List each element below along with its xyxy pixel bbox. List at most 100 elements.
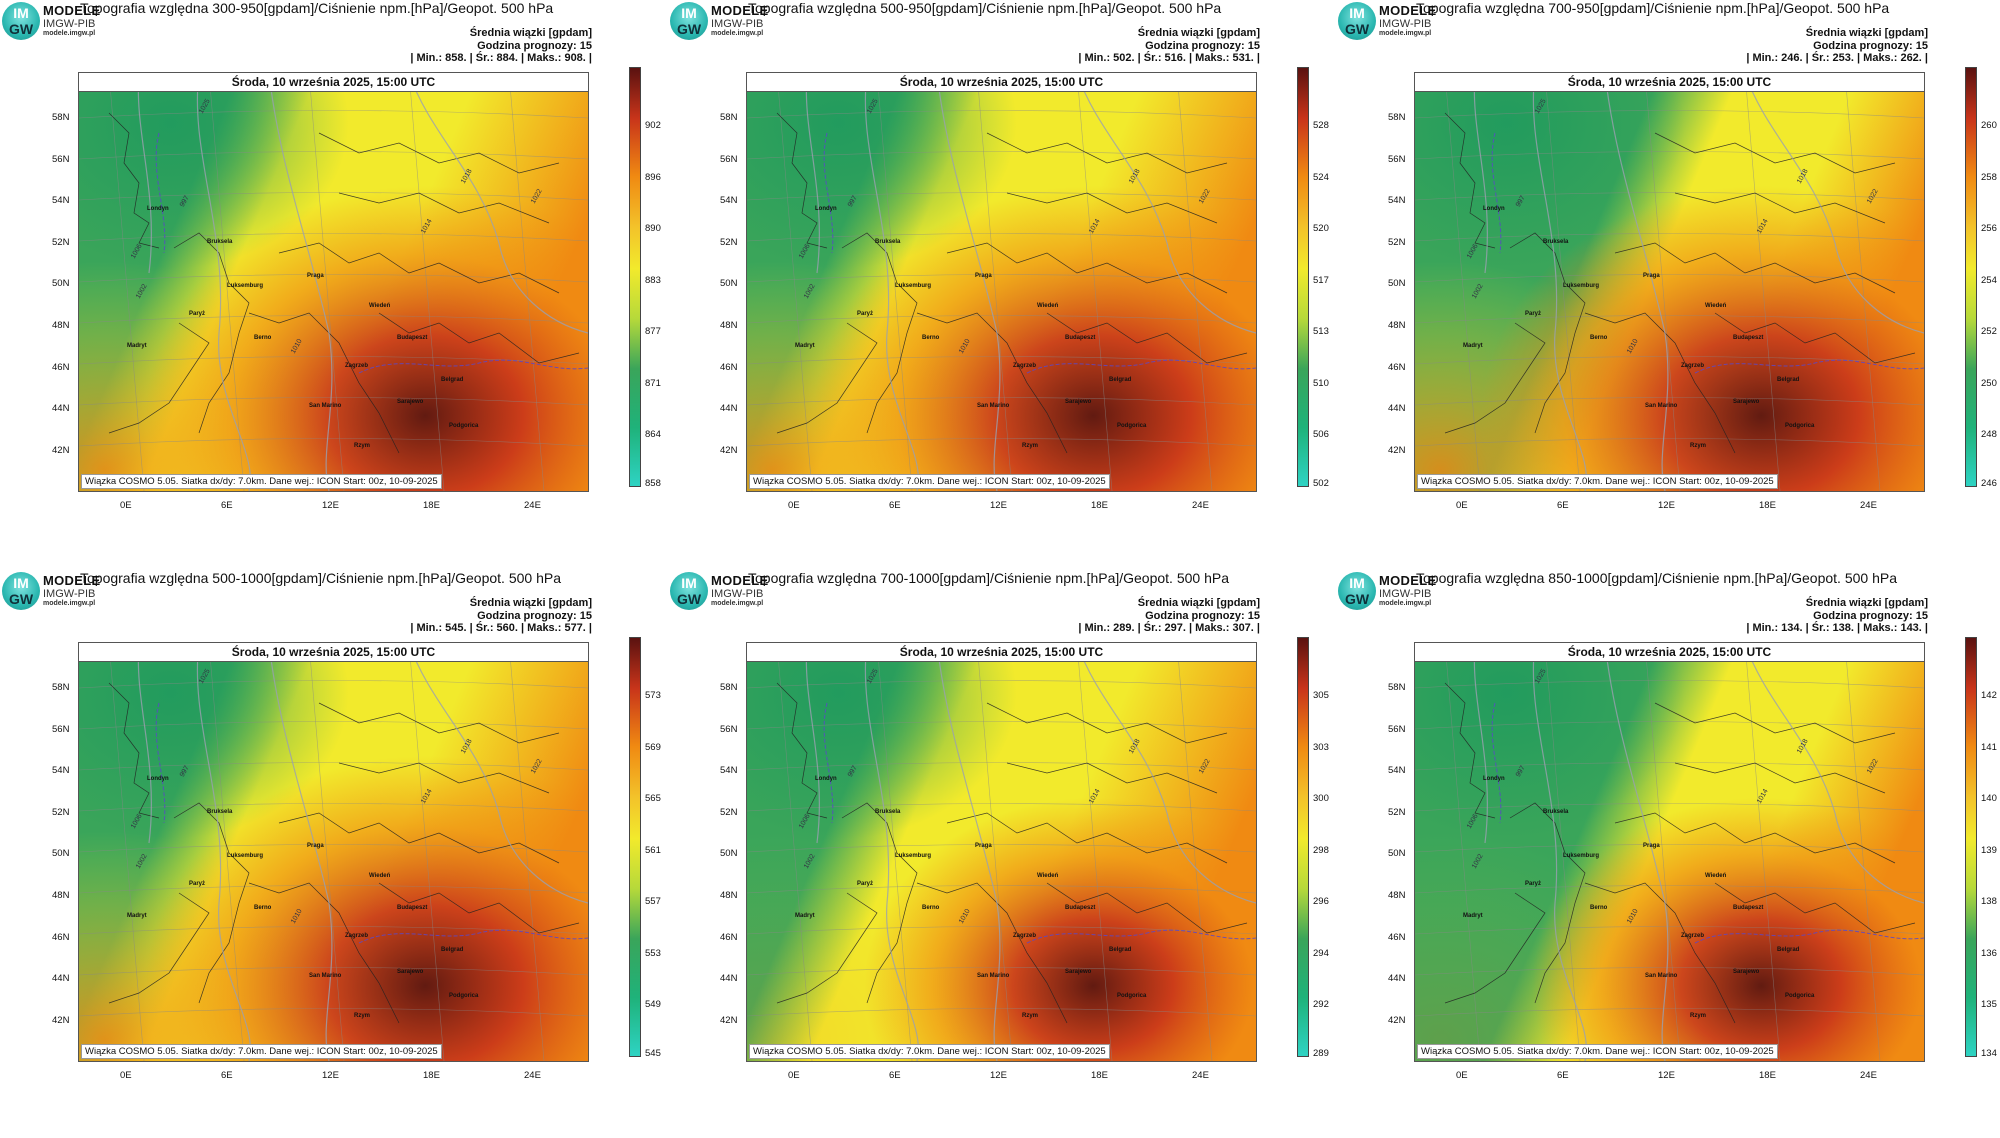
place-label: Berno xyxy=(922,335,940,341)
stats-line: | Min.: 545. | Śr.: 560. | Maks.: 577. | xyxy=(410,622,592,634)
colorbar-tick: 510 xyxy=(1313,377,1329,389)
logo-circle-bottom: GW xyxy=(1344,591,1370,607)
place-label: Londyn xyxy=(1483,776,1505,782)
imgw-logo: IM GW MODELE IMGW-PIB modele.imgw.pl xyxy=(670,2,780,42)
colorbar-tick: 549 xyxy=(645,999,661,1010)
place-label: Wiedeń xyxy=(1705,873,1727,879)
lon-label: 24E xyxy=(1192,500,1209,511)
stats-line: | Min.: 289. | Śr.: 297. | Maks.: 307. | xyxy=(1078,622,1260,634)
place-label: Wiedeń xyxy=(1037,303,1059,309)
lon-label: 18E xyxy=(423,1070,440,1081)
lat-label: 56N xyxy=(52,153,70,165)
logo-line3: modele.imgw.pl xyxy=(1379,600,1432,607)
place-label: Madryt xyxy=(127,913,147,919)
place-label: San Marino xyxy=(309,973,342,979)
lon-label: 18E xyxy=(423,500,440,511)
lat-label: 52N xyxy=(1388,806,1406,818)
panel-title: Topografia względna 500-950[gpdam]/Ciśni… xyxy=(748,0,1222,16)
logo-circle-bottom: GW xyxy=(676,591,702,607)
lat-label: 48N xyxy=(1388,320,1406,331)
colorbar-tick: 298 xyxy=(1313,844,1329,856)
footer-note: Wiązka COSMO 5.05. Siatka dx/dy: 7.0km. … xyxy=(1417,1044,1778,1059)
lat-label: 58N xyxy=(1388,682,1406,693)
colorbar-tick: 294 xyxy=(1313,947,1329,959)
lat-label: 54N xyxy=(52,765,70,777)
lat-label: 44N xyxy=(1388,973,1406,985)
place-label: Wiedeń xyxy=(1037,873,1059,879)
map-area: Środa, 10 września 2025, 15:00 UTC Wiązka… xyxy=(746,642,1257,1062)
place-label: San Marino xyxy=(977,973,1010,979)
map-area: Środa, 10 września 2025, 15:00 UTC Wiązka… xyxy=(1414,642,1925,1062)
panel-info: Średnia wiązki [gpdam] Godzina prognozy: … xyxy=(1078,597,1260,635)
lat-label: 48N xyxy=(720,320,738,331)
place-label: Budapeszt xyxy=(1065,335,1096,341)
lat-label: 54N xyxy=(720,765,738,777)
place-label: Rzym xyxy=(354,443,371,449)
place-label: Paryż xyxy=(857,311,874,317)
lat-label: 44N xyxy=(720,403,738,415)
colorbar-tick: 502 xyxy=(1313,478,1329,489)
map-area: Środa, 10 września 2025, 15:00 UTC Wiązka… xyxy=(78,72,589,492)
lon-label: 0E xyxy=(788,500,800,511)
lat-label: 42N xyxy=(1388,444,1406,456)
forecast-hour: Godzina prognozy: 15 xyxy=(477,39,592,52)
lat-label: 48N xyxy=(52,320,70,331)
place-label: Berno xyxy=(254,905,272,911)
lat-label: 48N xyxy=(1388,890,1406,901)
place-label: Belgrad xyxy=(1777,947,1800,953)
lat-label: 56N xyxy=(720,723,738,735)
place-label: Sarajewo xyxy=(397,399,424,405)
colorbar-tick: 140 xyxy=(1981,793,1997,804)
place-label: Praga xyxy=(975,843,992,849)
colorbar-tick: 254 xyxy=(1981,274,1997,286)
place-label: Berno xyxy=(922,905,940,911)
logo-line2: IMGW-PIB xyxy=(711,18,764,30)
colorbar-tick: 139 xyxy=(1981,844,1997,856)
place-label: Luksemburg xyxy=(227,853,264,859)
logo-circle-top: IM xyxy=(681,5,697,21)
lat-label: 58N xyxy=(52,682,70,693)
colorbar xyxy=(1297,637,1309,1057)
colorbar-tick: 902 xyxy=(645,120,661,131)
lat-label: 56N xyxy=(1388,723,1406,735)
place-label: Podgorica xyxy=(1785,993,1815,999)
logo-emblem: IM GW xyxy=(2,572,40,610)
colorbar-tick: 506 xyxy=(1313,429,1329,440)
lat-label: 58N xyxy=(1388,112,1406,123)
place-label: Zagrzeb xyxy=(1681,363,1705,369)
stats-line: | Min.: 134. | Śr.: 138. | Maks.: 143. | xyxy=(1746,622,1928,634)
forecast-hour: Godzina prognozy: 15 xyxy=(1145,609,1260,622)
lat-label: 58N xyxy=(720,682,738,693)
logo-emblem: IM GW xyxy=(670,2,708,40)
map-panel: IM GW MODELE IMGW-PIB modele.imgw.pl Topograf… xyxy=(0,570,661,1138)
place-label: Belgrad xyxy=(1777,377,1800,383)
place-label: Zagrzeb xyxy=(1681,933,1705,939)
logo-line2: IMGW-PIB xyxy=(1379,18,1432,30)
date-banner: Środa, 10 września 2025, 15:00 UTC xyxy=(747,73,1256,92)
colorbar-tick: 517 xyxy=(1313,274,1329,286)
logo-circle-top: IM xyxy=(13,5,29,21)
lat-label: 54N xyxy=(52,195,70,207)
place-label: Praga xyxy=(975,273,992,279)
logo-circle-bottom: GW xyxy=(8,21,34,37)
map-field xyxy=(747,73,1256,491)
place-label: Wiedeń xyxy=(369,303,391,309)
place-label: Luksemburg xyxy=(1563,283,1600,289)
place-label: Zagrzeb xyxy=(1013,933,1037,939)
lat-label: 46N xyxy=(52,931,70,943)
lat-label: 56N xyxy=(52,723,70,735)
lon-label: 6E xyxy=(1557,500,1569,511)
lon-label: 6E xyxy=(1557,1070,1569,1081)
logo-line3: modele.imgw.pl xyxy=(711,30,764,37)
footer-note: Wiązka COSMO 5.05. Siatka dx/dy: 7.0km. … xyxy=(81,474,442,489)
place-label: San Marino xyxy=(309,403,342,409)
colorbar-tick: 864 xyxy=(645,429,661,440)
lon-label: 18E xyxy=(1759,1070,1776,1081)
place-label: Zagrzeb xyxy=(345,933,369,939)
lat-label: 44N xyxy=(1388,403,1406,415)
colorbar-tick: 528 xyxy=(1313,120,1329,131)
place-label: Sarajewo xyxy=(1733,399,1760,405)
forecast-hour: Godzina prognozy: 15 xyxy=(1813,609,1928,622)
lon-label: 6E xyxy=(889,1070,901,1081)
lat-label: 56N xyxy=(720,153,738,165)
